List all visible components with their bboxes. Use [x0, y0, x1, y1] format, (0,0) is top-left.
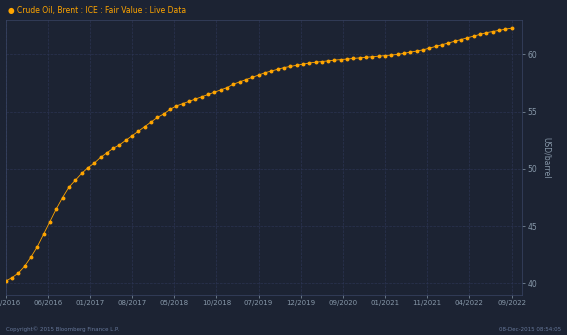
Text: Copyright© 2015 Bloomberg Finance L.P.: Copyright© 2015 Bloomberg Finance L.P. [6, 326, 119, 332]
Y-axis label: USD/barrel: USD/barrel [542, 137, 551, 178]
Text: 08-Dec-2015 08:54:05: 08-Dec-2015 08:54:05 [499, 327, 561, 332]
Text: ● Crude Oil, Brent : ICE : Fair Value : Live Data: ● Crude Oil, Brent : ICE : Fair Value : … [9, 6, 187, 15]
